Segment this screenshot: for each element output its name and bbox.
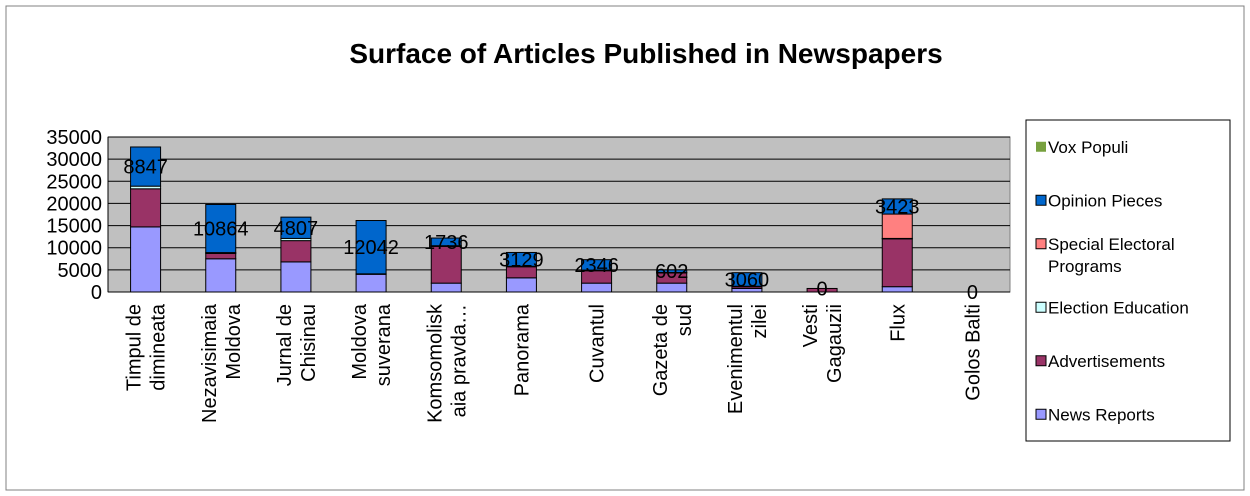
x-tick-label-line: Komsomolisk — [424, 303, 446, 423]
y-tick-label: 15000 — [46, 216, 102, 238]
legend-label: Advertisements — [1048, 352, 1165, 371]
x-tick-label-line: Moldova — [349, 303, 371, 379]
x-tick-label-line: aia pravda… — [448, 304, 470, 417]
bar-segment-news-reports — [881, 286, 913, 293]
bar-segment-opinion-pieces — [881, 198, 913, 215]
legend-swatch — [1035, 301, 1047, 313]
x-tick-label: Komsomolisk aia pravda… — [424, 303, 470, 423]
y-tick-label: 25000 — [46, 171, 102, 193]
x-tick-label: Gazeta de sud — [650, 304, 696, 396]
bar-segment-opinion-pieces — [656, 269, 688, 274]
bar-segment-news-reports — [656, 282, 688, 293]
x-tick-label-line: Evenimentul — [725, 304, 747, 414]
x-tick-label-line: Vesti — [800, 304, 822, 347]
bar-segment-opinion-pieces — [505, 251, 537, 267]
y-tick-label: 10000 — [46, 238, 102, 260]
legend-label: News Reports — [1048, 405, 1155, 424]
data-label: 1736 — [424, 232, 469, 254]
legend-swatch — [1035, 355, 1047, 367]
bar-segment-opinion-pieces — [130, 146, 162, 187]
data-label: 10864 — [193, 219, 249, 241]
x-tick-label-line: Golos Balti — [962, 304, 984, 401]
data-label: 3060 — [725, 269, 770, 291]
x-tick-label-line: Jurnal de — [274, 304, 296, 386]
x-tick-label-line: Chisinau — [298, 304, 320, 382]
legend-swatch — [1035, 194, 1047, 206]
x-tick-label: Moldova suverana — [349, 303, 395, 386]
x-tick-label-line: Panorama — [511, 303, 533, 396]
x-tick-label-line: Cuvantul — [587, 304, 609, 383]
x-tick-label: Cuvantul — [587, 304, 609, 383]
plot-background — [107, 136, 1011, 293]
legend-box — [1025, 119, 1231, 442]
bar-segment-opinion-pieces — [430, 237, 462, 247]
x-tick-label: Evenimentul zilei — [725, 304, 771, 414]
x-tick-label: Golos Balti — [962, 304, 984, 401]
data-label: 3423 — [875, 196, 920, 218]
x-tick-label-line: Flux — [887, 304, 909, 342]
bar-segment-advertisements — [280, 240, 312, 263]
bar-segment-news-reports — [430, 282, 462, 293]
bar-segment-news-reports — [355, 273, 387, 293]
bar-segment-news-reports — [130, 226, 162, 293]
legend-label: Special Electoral — [1048, 235, 1175, 254]
bar-segment-special-electoral-programs — [881, 213, 913, 239]
x-tick-label-line: Gazeta de — [650, 304, 672, 396]
x-tick-label: Timpul de dimineata — [124, 303, 170, 391]
data-label: 3129 — [499, 249, 544, 271]
x-tick-label: Flux — [887, 304, 909, 342]
bar-segment-news-reports — [505, 277, 537, 293]
data-label: 8847 — [123, 157, 168, 179]
y-tick-label: 5000 — [58, 260, 103, 282]
legend-label: Programs — [1048, 257, 1122, 276]
data-label: 0 — [817, 278, 828, 300]
x-tick-label-line: sud — [674, 304, 696, 336]
bar-segment-advertisements — [130, 188, 162, 228]
bar-segment-opinion-pieces — [581, 259, 613, 271]
legend-swatch — [1035, 408, 1047, 420]
data-label: 0 — [967, 282, 978, 304]
data-label: 12042 — [343, 237, 399, 259]
bar-segment-opinion-pieces — [280, 216, 312, 239]
y-tick-label: 30000 — [46, 149, 102, 171]
x-tick-label-line: Gagauzii — [824, 304, 846, 383]
legend-label: Vox Populi — [1048, 138, 1128, 157]
legend-label: Election Education — [1048, 298, 1189, 317]
bar-segment-advertisements — [806, 287, 838, 293]
bar-segment-advertisements — [881, 238, 913, 288]
x-tick-label: Panorama — [511, 303, 533, 396]
bar-segment-news-reports — [205, 258, 237, 293]
legend-swatch — [1035, 238, 1047, 250]
x-tick-label-line: zilei — [749, 304, 771, 338]
y-tick-label: 20000 — [46, 193, 102, 215]
x-tick-label: Jurnal de Chisinau — [274, 304, 320, 386]
x-tick-label-line: Nezavisimaia — [199, 303, 221, 423]
legend-label: Opinion Pieces — [1048, 191, 1162, 210]
y-tick-label: 35000 — [46, 127, 102, 149]
y-tick-label: 0 — [91, 282, 102, 304]
bar-segment-news-reports — [280, 261, 312, 293]
data-label: 602 — [655, 261, 688, 283]
chart-title: Surface of Articles Published in Newspap… — [349, 38, 942, 69]
x-tick-label-line: Timpul de — [124, 304, 146, 391]
bar-segment-advertisements — [205, 252, 237, 260]
data-label: 4807 — [274, 218, 319, 240]
x-tick-label: Vesti Gagauzii — [800, 304, 846, 383]
x-tick-label-line: dimineata — [148, 303, 170, 391]
bar-segment-opinion-pieces — [205, 203, 237, 254]
bar-segment-opinion-pieces — [731, 272, 763, 287]
bar-segment-opinion-pieces — [355, 220, 387, 275]
x-tick-label-line: suverana — [373, 303, 395, 386]
data-label: 2346 — [574, 255, 619, 277]
legend: Vox Populi Opinion Pieces Special Electora… — [1025, 119, 1231, 442]
plot-area: 050001000015000200002500030000350008847T… — [46, 127, 1011, 423]
bar-segment-news-reports — [581, 282, 613, 293]
x-tick-label-line: Moldova — [223, 303, 245, 379]
legend-swatch — [1036, 141, 1046, 152]
x-tick-label: Nezavisimaia Moldova — [199, 303, 245, 423]
